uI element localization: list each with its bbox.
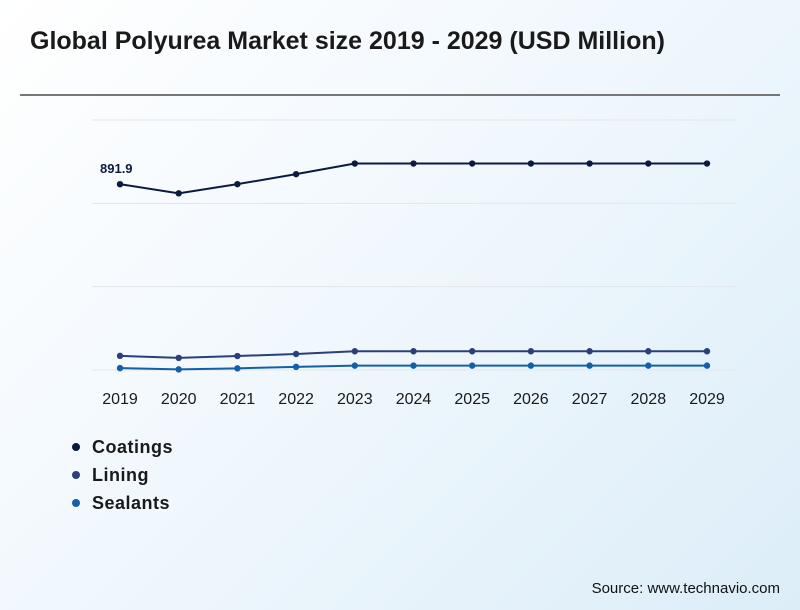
x-tick-label: 2025 [454,391,490,408]
line-chart: 2019 2020 2021 2022 2023 2024 2025 2026 2027 2028… [92,119,736,408]
data-point-coatings [527,160,535,167]
x-tick-label: 2027 [572,391,608,408]
x-tick-label: 2028 [631,391,667,408]
data-label: 891.9 [100,161,133,176]
x-tick-label: 2026 [513,391,549,408]
data-point-lining [292,350,300,358]
data-point-lining [527,348,535,355]
data-point-sealants [116,364,124,372]
data-point-coatings [116,180,124,188]
data-point-coatings [234,180,241,188]
x-tick-label: 2020 [161,391,197,408]
x-tick-label: 2029 [689,391,725,408]
data-point-sealants [175,366,182,373]
x-tick-label: 2021 [220,391,256,408]
data-point-lining [351,348,358,355]
legend-marker-sealants [72,499,80,507]
data-point-lining [586,348,593,355]
data-point-lining [645,348,652,355]
legend-marker-lining [72,471,80,479]
legend-label-sealants: Sealants [92,492,171,513]
legend-item-lining: Lining [72,461,173,489]
x-tick-label: 2024 [396,391,432,408]
data-point-sealants [292,363,300,371]
data-point-lining [469,348,476,355]
x-tick-label: 2019 [102,391,138,408]
data-point-sealants [351,362,358,369]
data-point-lining [410,348,417,355]
data-point-coatings [645,160,652,167]
data-point-coatings [410,160,417,167]
legend-item-sealants: Sealants [72,489,173,517]
legend-label-coatings: Coatings [92,436,174,457]
data-point-lining [175,354,182,362]
legend: Coatings Lining Sealants [72,433,173,517]
source-credit: Source: www.technavio.com [591,580,780,597]
data-point-sealants [645,362,652,369]
data-point-sealants [234,365,241,372]
legend-label-lining: Lining [92,464,149,485]
data-point-coatings [292,170,300,178]
x-tick-label: 2023 [337,391,373,408]
data-point-sealants [586,362,593,369]
legend-marker-coatings [72,443,80,451]
x-tick-label: 2022 [278,391,314,408]
data-point-coatings [469,160,476,167]
chart-title: Global Polyurea Market size 2019 - 2029 … [30,27,665,55]
data-point-sealants [469,362,476,369]
data-point-lining [234,352,241,360]
data-point-lining [703,348,711,355]
data-point-sealants [410,362,417,369]
data-point-coatings [586,160,593,167]
data-point-coatings [351,160,358,167]
data-point-coatings [175,190,182,197]
data-point-sealants [527,362,535,369]
title-divider [20,94,780,96]
series-line-coatings [119,162,707,195]
data-point-coatings [703,160,711,167]
data-point-lining [116,352,124,360]
legend-item-coatings: Coatings [72,433,173,461]
data-point-sealants [703,362,711,369]
